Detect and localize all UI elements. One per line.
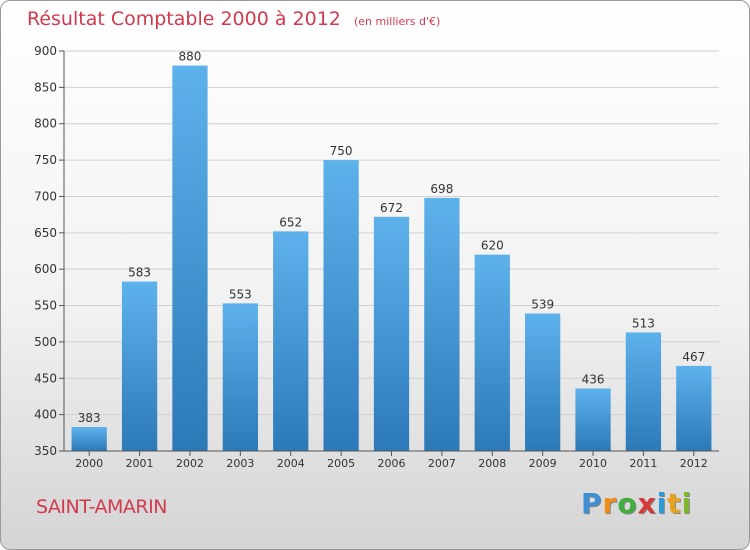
bars — [71, 65, 712, 451]
bar — [625, 332, 662, 451]
bar-value-label: 539 — [531, 298, 554, 312]
bar — [424, 197, 460, 451]
bar-value-label: 652 — [279, 215, 302, 229]
chart-unit-label: (en milliers d'€) — [353, 15, 441, 28]
x-tick-label: 2002 — [176, 457, 204, 470]
y-tick-label: 400 — [34, 408, 57, 422]
y-tick-label: 900 — [34, 44, 57, 58]
y-tick-label: 750 — [34, 153, 57, 167]
bar — [525, 313, 561, 451]
brand-logo-letter: t — [667, 487, 682, 520]
y-tick-label: 550 — [34, 299, 57, 313]
brand-logo-letter: o — [617, 487, 638, 520]
bar — [373, 216, 410, 451]
bar — [71, 427, 107, 451]
x-tick-label: 2008 — [478, 457, 506, 470]
x-tick-label: 2003 — [226, 457, 254, 470]
brand-logo-letter: i — [656, 487, 668, 520]
y-tick-label: 650 — [34, 226, 57, 240]
x-tick-label: 2012 — [680, 457, 708, 470]
bar-value-label: 672 — [380, 201, 403, 215]
bar-value-label: 436 — [582, 372, 605, 386]
chart-title: Résultat Comptable 2000 à 2012 (en milli… — [27, 8, 440, 30]
brand-logo-letter: P — [581, 487, 603, 520]
bar — [222, 303, 258, 451]
bar-value-label: 750 — [330, 144, 353, 158]
bar — [121, 281, 158, 451]
bar-value-label: 620 — [481, 239, 504, 253]
bar — [273, 231, 309, 451]
axes: 350 400 450 500 550 600 650 700 750 800 850 900 2000… — [34, 44, 719, 470]
x-tick-label: 2001 — [126, 457, 154, 470]
y-tick-label: 350 — [34, 444, 57, 458]
bar — [474, 254, 510, 451]
bar-value-label: 383 — [78, 411, 101, 425]
bar — [323, 160, 359, 451]
y-tick-label: 500 — [34, 335, 57, 349]
bar — [575, 388, 611, 451]
x-tick-label: 2010 — [579, 457, 607, 470]
value-labels: 383 583 880 553 652 750 672 698 620 539 436 513 467 — [78, 50, 706, 425]
bar-value-label: 880 — [179, 50, 202, 64]
x-tick-label: 2005 — [327, 457, 355, 470]
y-tick-label: 450 — [34, 371, 57, 385]
y-tick-label: 800 — [34, 117, 57, 131]
brand-logo-letter: i — [681, 487, 693, 520]
x-tick-label: 2000 — [75, 457, 103, 470]
x-tick-label: 2006 — [378, 457, 406, 470]
chart-title-main: Résultat Comptable 2000 à 2012 — [27, 8, 341, 30]
brand-logo-letter: r — [602, 487, 618, 520]
bar-value-label: 553 — [229, 287, 252, 301]
bar — [676, 365, 712, 451]
brand-logo: Proxiti — [581, 487, 692, 520]
y-tick-label: 700 — [34, 189, 57, 203]
bar-value-label: 513 — [632, 316, 655, 330]
brand-logo-letter: x — [637, 487, 657, 520]
bar-value-label: 467 — [682, 350, 705, 364]
y-tick-label: 850 — [34, 80, 57, 94]
bar — [172, 65, 208, 451]
bar-value-label: 583 — [128, 266, 151, 280]
x-tick-label: 2004 — [277, 457, 305, 470]
x-tick-label: 2009 — [529, 457, 557, 470]
x-tick-label: 2011 — [629, 457, 657, 470]
x-tick-label: 2007 — [428, 457, 456, 470]
y-tick-label: 600 — [34, 262, 57, 276]
commune-name: SAINT-AMARIN — [36, 496, 167, 518]
bar-value-label: 698 — [430, 182, 453, 196]
